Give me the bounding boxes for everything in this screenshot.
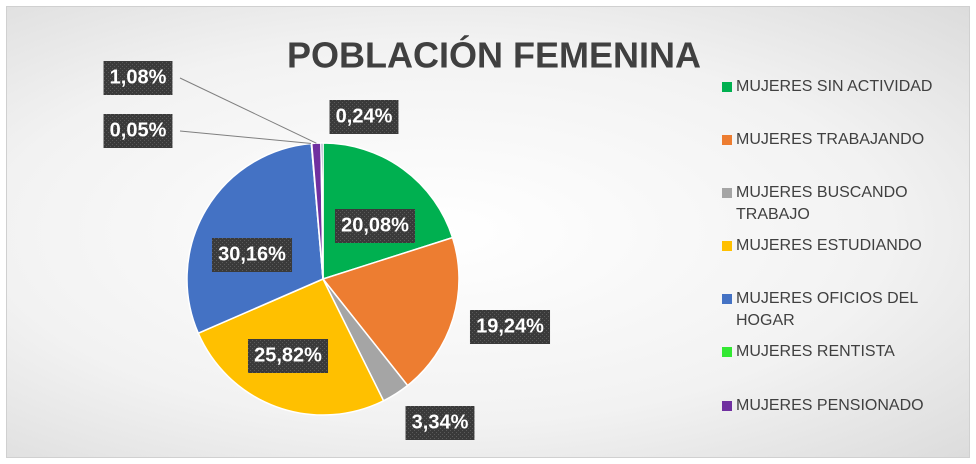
legend-item: MUJERES OFICIOS DEL HOGAR: [722, 288, 976, 332]
leader-line: [179, 130, 312, 144]
data-label: 0,05%: [110, 119, 167, 141]
data-label-box: [103, 61, 173, 95]
data-label: 0,24%: [336, 105, 393, 127]
pie-slice: [321, 236, 460, 387]
legend-label: MUJERES RENTISTA: [736, 343, 895, 360]
legend-label: MUJERES OFICIOS DEL HOGAR: [736, 290, 918, 329]
data-label: 25,82%: [254, 344, 322, 366]
data-label: 30,16%: [218, 243, 286, 265]
legend-label: MUJERES ESTUDIANDO: [736, 237, 922, 254]
legend-swatch: [722, 241, 732, 251]
legend-item: MUJERES TRABAJANDO: [722, 129, 976, 151]
legend-item: MUJERES BUSCANDO TRABAJO: [722, 182, 976, 226]
data-label: 3,34%: [412, 411, 469, 433]
data-label-box: [211, 238, 293, 272]
legend-label: MUJERES SIN ACTIVIDAD: [736, 78, 933, 95]
legend-swatch: [722, 294, 732, 304]
legend-item: MUJERES RENTISTA: [722, 341, 976, 363]
data-label: 20,08%: [341, 214, 409, 236]
legend-item: MUJERES ESTUDIANDO: [722, 235, 976, 257]
pie-slice: [320, 142, 324, 280]
leader-line: [179, 77, 317, 144]
data-label: 1,08%: [110, 66, 167, 88]
data-label-box: [329, 100, 399, 134]
legend-label: MUJERES TRABAJANDO: [736, 131, 925, 148]
legend-swatch: [722, 347, 732, 357]
legend-label: MUJERES BUSCANDO TRABAJO: [736, 184, 908, 223]
data-label-box: [334, 209, 416, 243]
legend-swatch: [722, 135, 732, 145]
legend-swatch: [722, 401, 732, 411]
data-label-box: [103, 114, 173, 148]
legend-swatch: [722, 188, 732, 198]
legend-item: MUJERES SIN ACTIVIDAD: [722, 76, 976, 98]
legend-swatch: [722, 82, 732, 92]
data-label-box: [405, 406, 475, 440]
legend-item: MUJERES PENSIONADO: [722, 395, 976, 417]
data-label-box: [247, 339, 329, 373]
chart-title: POBLACIÓN FEMENINA: [287, 34, 701, 76]
legend-label: MUJERES PENSIONADO: [736, 397, 924, 414]
data-label: 19,24%: [476, 315, 544, 337]
data-label-box: [469, 310, 551, 344]
